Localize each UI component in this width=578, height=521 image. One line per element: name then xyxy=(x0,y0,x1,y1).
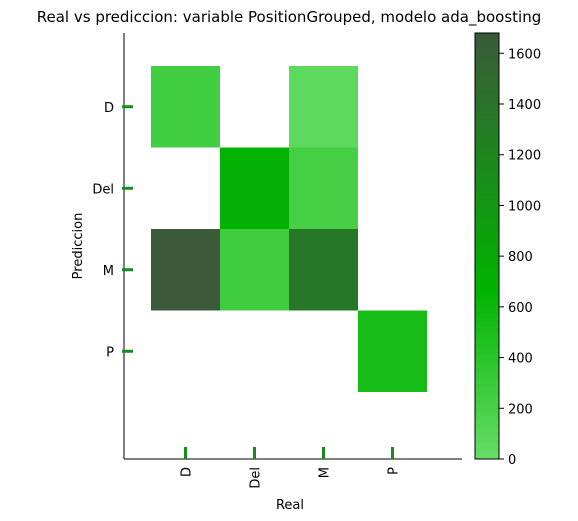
colorbar-tick-label: 1200 xyxy=(508,149,541,164)
heatmap-cells xyxy=(151,66,427,392)
colorbar xyxy=(474,32,500,460)
y-axis-label: Prediccion xyxy=(71,213,86,280)
y-ticks: D Del M P xyxy=(92,101,133,360)
y-tick-label: P xyxy=(106,345,114,360)
colorbar-tick-label: 600 xyxy=(508,301,533,316)
colorbar-tick-label: 1600 xyxy=(508,47,541,62)
chart-title: Real vs prediccion: variable PositionGro… xyxy=(37,8,541,27)
x-ticks: D Del M P xyxy=(180,447,402,489)
x-tick-label: D xyxy=(180,467,195,477)
x-tick-label: Del xyxy=(249,467,264,489)
heatmap-cell-m-m xyxy=(289,229,358,311)
colorbar-tick-label: 200 xyxy=(508,402,533,417)
y-tick-label: Del xyxy=(92,182,114,197)
heatmap-cell-del-del xyxy=(220,147,289,229)
heatmap-cell-d-d xyxy=(151,66,220,148)
x-tick-label: M xyxy=(318,467,333,478)
y-tick-label: M xyxy=(103,264,114,279)
colorbar-tick-label: 1000 xyxy=(508,199,541,214)
y-tick-label: D xyxy=(104,101,114,116)
heatmap-cell-m-del xyxy=(220,229,289,311)
colorbar-tick-label: 400 xyxy=(508,352,533,367)
heatmap-cell-del-m xyxy=(289,147,358,229)
colorbar-tick-label: 0 xyxy=(508,453,516,468)
colorbar-tick-label: 1400 xyxy=(508,98,541,113)
heatmap-cell-p-p xyxy=(358,310,427,392)
heatmap-cell-d-m xyxy=(289,66,358,148)
heatmap-cell-m-d xyxy=(151,229,220,311)
x-tick-label: P xyxy=(387,467,402,475)
colorbar-tick-label: 800 xyxy=(508,250,533,265)
x-axis-label: Real xyxy=(276,498,304,513)
colorbar-ticks: 0 200 400 600 800 1000 1200 1400 1600 xyxy=(499,47,541,468)
